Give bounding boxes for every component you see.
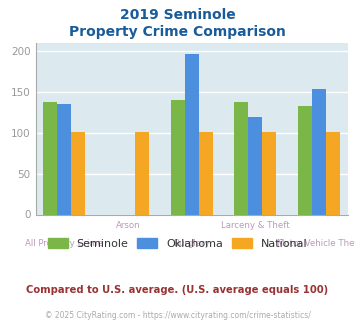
- Text: Property Crime Comparison: Property Crime Comparison: [69, 25, 286, 39]
- Bar: [248, 117, 262, 214]
- Text: Compared to U.S. average. (U.S. average equals 100): Compared to U.S. average. (U.S. average …: [26, 285, 329, 295]
- Text: All Property Crime: All Property Crime: [25, 239, 103, 248]
- Bar: [298, 106, 312, 214]
- Bar: [135, 132, 149, 214]
- Bar: [312, 89, 326, 214]
- Text: Larceny & Theft: Larceny & Theft: [221, 221, 290, 230]
- Bar: [262, 132, 277, 214]
- Bar: [171, 100, 185, 214]
- Text: Arson: Arson: [116, 221, 140, 230]
- Text: 2019 Seminole: 2019 Seminole: [120, 8, 235, 22]
- Bar: [199, 132, 213, 214]
- Text: Motor Vehicle Theft: Motor Vehicle Theft: [277, 239, 355, 248]
- Bar: [71, 132, 85, 214]
- Bar: [185, 53, 199, 214]
- Legend: Seminole, Oklahoma, National: Seminole, Oklahoma, National: [43, 234, 312, 253]
- Bar: [234, 102, 248, 214]
- Bar: [43, 102, 57, 214]
- Bar: [326, 132, 340, 214]
- Text: © 2025 CityRating.com - https://www.cityrating.com/crime-statistics/: © 2025 CityRating.com - https://www.city…: [45, 311, 310, 320]
- Text: Burglary: Burglary: [173, 239, 210, 248]
- Bar: [57, 104, 71, 214]
